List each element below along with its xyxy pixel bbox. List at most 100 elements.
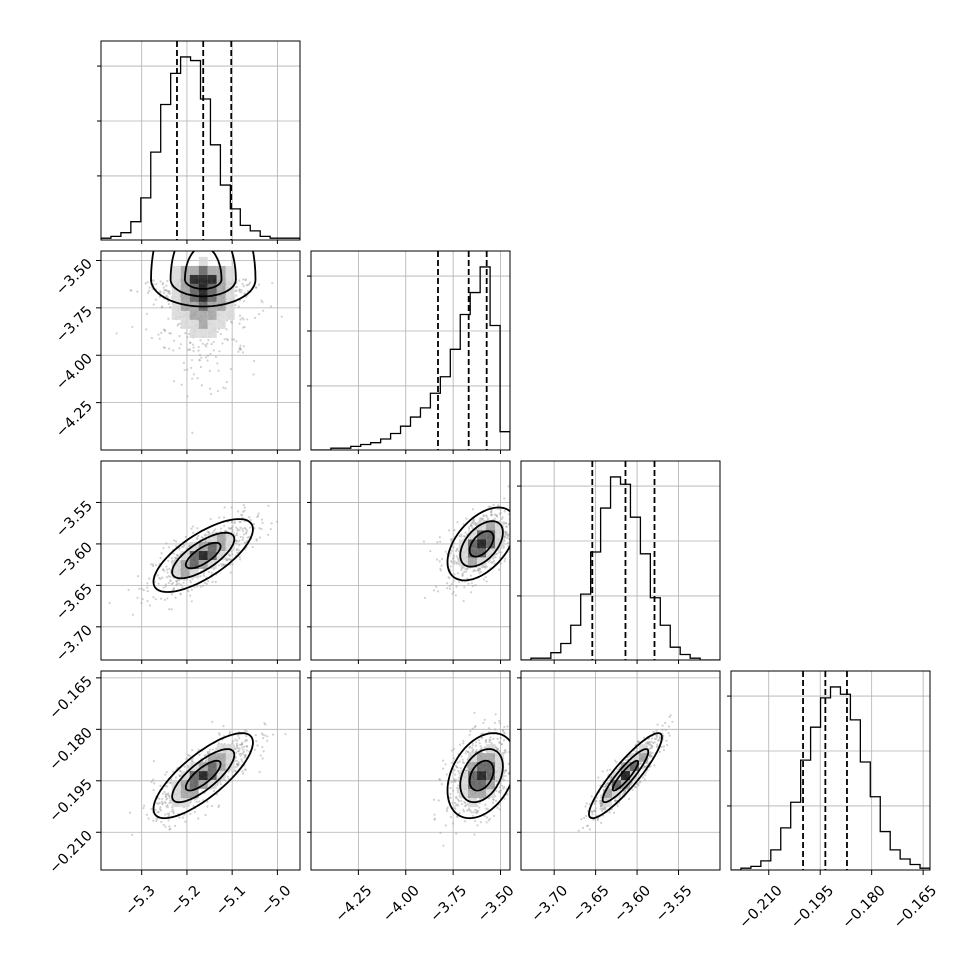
scatter-point bbox=[245, 532, 248, 535]
scatter-point bbox=[193, 798, 196, 801]
scatter-point bbox=[191, 377, 194, 380]
scatter-point bbox=[649, 752, 652, 755]
scatter-point bbox=[238, 314, 242, 317]
scatter-point bbox=[668, 715, 671, 719]
scatter-point bbox=[199, 366, 203, 369]
scatter-point bbox=[462, 808, 465, 811]
scatter-point bbox=[236, 551, 239, 555]
scatter-point bbox=[173, 539, 176, 542]
scatter-point bbox=[189, 341, 192, 344]
scatter-point bbox=[185, 547, 188, 550]
scatter-point bbox=[205, 758, 208, 761]
scatter-point bbox=[168, 292, 172, 295]
scatter-point bbox=[225, 319, 229, 322]
scatter-point bbox=[207, 338, 210, 342]
scatter-point bbox=[160, 820, 163, 824]
scatter-point bbox=[183, 368, 186, 372]
scatter-point bbox=[231, 521, 234, 524]
scatter-point bbox=[163, 790, 166, 794]
scatter-point bbox=[236, 527, 239, 531]
scatter-point bbox=[160, 331, 163, 335]
scatter-point bbox=[471, 746, 474, 750]
scatter-point bbox=[157, 802, 160, 805]
scatter-point bbox=[145, 328, 148, 331]
scatter-point bbox=[235, 542, 238, 545]
scatter-point bbox=[498, 719, 501, 723]
scatter-point bbox=[208, 387, 212, 390]
scatter-point bbox=[634, 786, 637, 789]
scatter-point bbox=[669, 714, 672, 717]
scatter-point bbox=[197, 748, 200, 751]
scatter-point bbox=[505, 525, 508, 528]
density-cell bbox=[459, 548, 469, 558]
scatter-point bbox=[458, 812, 461, 815]
scatter-point bbox=[199, 585, 202, 589]
scatter-point bbox=[162, 586, 165, 589]
scatter-point bbox=[450, 549, 453, 552]
scatter-point bbox=[240, 758, 243, 761]
scatter-point bbox=[146, 281, 149, 284]
scatter-point bbox=[255, 538, 258, 541]
scatter-point bbox=[222, 724, 225, 728]
scatter-point bbox=[243, 541, 246, 544]
density-cell bbox=[189, 274, 199, 284]
scatter-point bbox=[244, 754, 247, 757]
scatter-point bbox=[224, 529, 227, 533]
scatter-point bbox=[452, 556, 455, 559]
scatter-point bbox=[591, 810, 594, 814]
scatter-point bbox=[146, 291, 150, 294]
scatter-point bbox=[455, 549, 458, 553]
scatter-point bbox=[445, 582, 449, 585]
scatter-point bbox=[489, 513, 493, 516]
scatter-point bbox=[212, 529, 216, 532]
scatter-point bbox=[496, 507, 499, 511]
scatter-point bbox=[456, 798, 460, 801]
scatter-point bbox=[160, 305, 164, 308]
density-cell bbox=[207, 551, 217, 561]
density-cell bbox=[207, 265, 217, 275]
density-cell bbox=[459, 771, 469, 781]
scatter-point bbox=[481, 517, 485, 521]
scatter-point bbox=[189, 801, 192, 804]
scatter-point bbox=[245, 734, 248, 738]
scatter-point bbox=[491, 801, 495, 804]
scatter-point bbox=[494, 713, 497, 716]
scatter-point bbox=[245, 540, 248, 543]
scatter-point bbox=[162, 291, 166, 294]
scatter-point bbox=[655, 743, 659, 746]
scatter-point bbox=[614, 759, 617, 762]
scatter-point bbox=[207, 531, 211, 534]
scatter-point bbox=[230, 526, 233, 530]
scatter-point bbox=[284, 733, 287, 736]
scatter-point bbox=[449, 565, 452, 568]
scatter-point bbox=[667, 725, 671, 728]
density-cell bbox=[189, 551, 199, 561]
y-tick-label: −0.180 bbox=[47, 725, 96, 774]
scatter-point bbox=[653, 737, 656, 740]
scatter-point bbox=[148, 286, 151, 289]
scatter-point bbox=[454, 594, 457, 597]
scatter-point bbox=[511, 532, 513, 534]
scatter-point bbox=[195, 800, 198, 804]
scatter-point bbox=[499, 789, 503, 792]
scatter-point bbox=[228, 732, 231, 735]
x-tick-label: −4.25 bbox=[333, 883, 376, 926]
scatter-point bbox=[184, 332, 187, 335]
scatter-point bbox=[499, 782, 502, 785]
scatter-point bbox=[472, 570, 475, 573]
scatter-point bbox=[239, 348, 242, 351]
density-cell bbox=[486, 539, 496, 549]
scatter-point bbox=[252, 373, 255, 376]
scatter-point bbox=[658, 750, 661, 753]
density-cell bbox=[468, 780, 478, 790]
scatter-point bbox=[189, 579, 192, 582]
scatter-point bbox=[518, 519, 520, 521]
scatter-point bbox=[193, 810, 196, 814]
scatter-point bbox=[227, 777, 230, 781]
scatter-point bbox=[495, 746, 498, 749]
scatter-point bbox=[471, 751, 474, 754]
scatter-point bbox=[162, 286, 165, 289]
scatter-point bbox=[524, 760, 526, 762]
scatter-point bbox=[238, 528, 241, 532]
scatter-point bbox=[239, 535, 242, 538]
